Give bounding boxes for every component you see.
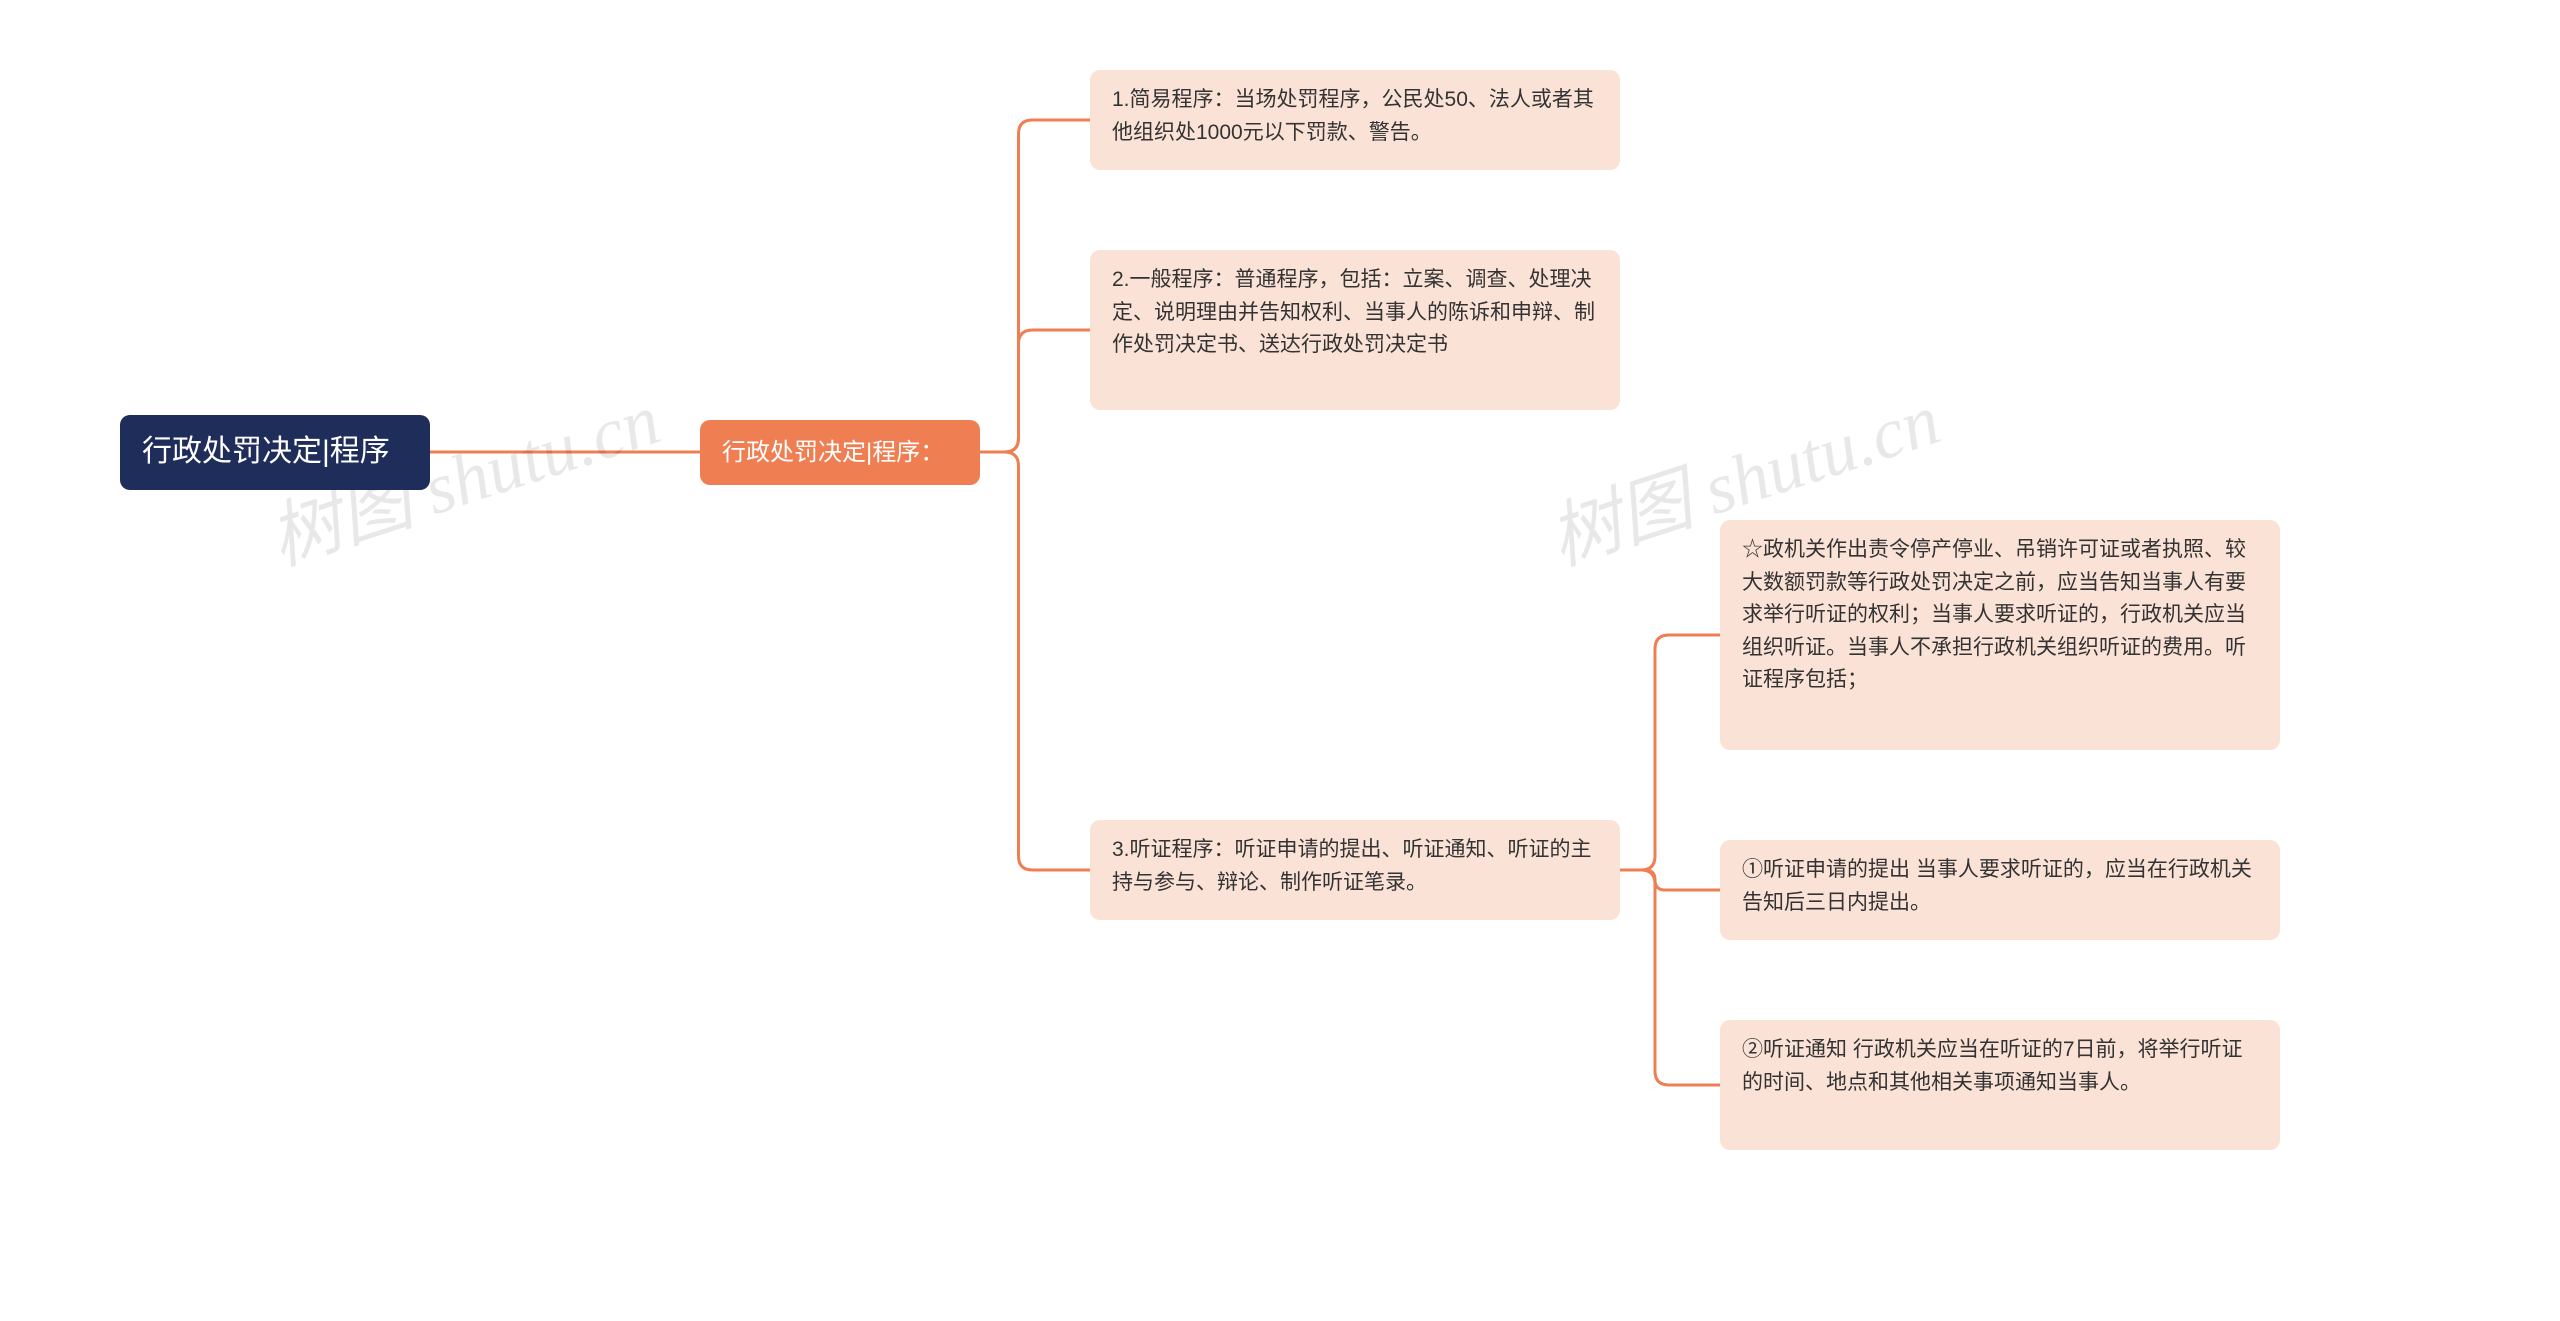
leaf-node-l2-1: 2.一般程序：普通程序，包括：立案、调查、处理决定、说明理由并告知权利、当事人的… (1090, 250, 1620, 410)
leaf-node-l3-1: ①听证申请的提出 当事人要求听证的，应当在行政机关告知后三日内提出。 (1720, 840, 2280, 940)
leaf-node-l2-0: 1.简易程序：当场处罚程序，公民处50、法人或者其他组织处1000元以下罚款、警… (1090, 70, 1620, 170)
root-node: 行政处罚决定|程序 (120, 415, 430, 490)
leaf-node-l2-2: 3.听证程序：听证申请的提出、听证通知、听证的主持与参与、辩论、制作听证笔录。 (1090, 820, 1620, 920)
mindmap-canvas: 行政处罚决定|程序 行政处罚决定|程序： 1.简易程序：当场处罚程序，公民处50、法… (0, 0, 2560, 1321)
leaf-node-l3-0: ☆政机关作出责令停产停业、吊销许可证或者执照、较大数额罚款等行政处罚决定之前，应… (1720, 520, 2280, 750)
leaf-node-l3-2: ②听证通知 行政机关应当在听证的7日前，将举行听证的时间、地点和其他相关事项通知… (1720, 1020, 2280, 1150)
branch-node: 行政处罚决定|程序： (700, 420, 980, 485)
